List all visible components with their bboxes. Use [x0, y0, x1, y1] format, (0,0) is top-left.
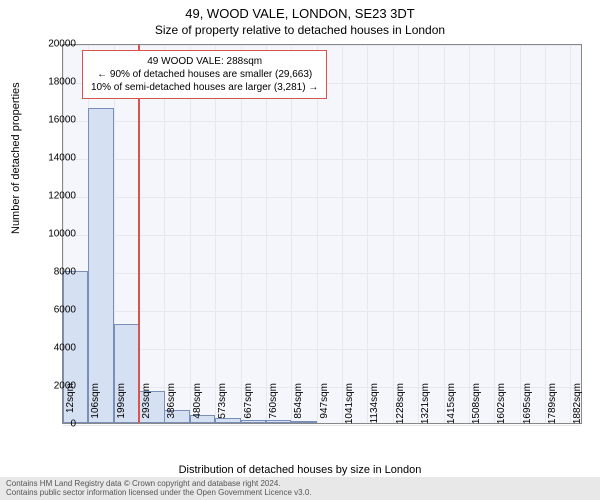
- gridline-v: [164, 45, 165, 423]
- xtick-label: 199sqm: [116, 383, 127, 433]
- gridline-v: [266, 45, 267, 423]
- footer-attribution: Contains HM Land Registry data © Crown c…: [0, 477, 600, 500]
- marker-line: [138, 45, 140, 423]
- y-axis-label: Number of detached properties: [10, 82, 22, 234]
- plot-area: [62, 44, 582, 424]
- gridline-h: [63, 159, 581, 160]
- gridline-v: [215, 45, 216, 423]
- histogram-bar: [88, 108, 113, 423]
- xtick-label: 1134sqm: [369, 383, 380, 433]
- chart-title-main: 49, WOOD VALE, LONDON, SE23 3DT: [0, 0, 600, 21]
- gridline-h: [63, 197, 581, 198]
- gridline-v: [494, 45, 495, 423]
- gridline-v: [545, 45, 546, 423]
- ytick-label: 12000: [26, 191, 76, 202]
- xtick-label: 480sqm: [192, 383, 203, 433]
- gridline-h: [63, 235, 581, 236]
- xtick-label: 760sqm: [268, 383, 279, 433]
- gridline-h: [63, 311, 581, 312]
- gridline-h: [63, 273, 581, 274]
- xtick-label: 667sqm: [243, 383, 254, 433]
- gridline-v: [570, 45, 571, 423]
- footer-line-2: Contains public sector information licen…: [6, 488, 594, 498]
- gridline-v: [317, 45, 318, 423]
- xtick-label: 573sqm: [217, 383, 228, 433]
- gridline-v: [469, 45, 470, 423]
- ytick-label: 6000: [26, 305, 76, 316]
- xtick-label: 1041sqm: [344, 383, 355, 433]
- annotation-line-3: 10% of semi-detached houses are larger (…: [91, 81, 318, 94]
- ytick-label: 20000: [26, 39, 76, 50]
- xtick-label: 1789sqm: [547, 383, 558, 433]
- gridline-h: [63, 349, 581, 350]
- xtick-label: 947sqm: [319, 383, 330, 433]
- chart-title-sub: Size of property relative to detached ho…: [0, 21, 600, 37]
- x-axis-label: Distribution of detached houses by size …: [0, 464, 600, 476]
- xtick-label: 1695sqm: [522, 383, 533, 433]
- chart-container: 49 WOOD VALE: 288sqm ← 90% of detached h…: [62, 44, 582, 424]
- gridline-v: [393, 45, 394, 423]
- xtick-label: 1602sqm: [496, 383, 507, 433]
- gridline-h: [63, 45, 581, 46]
- xtick-label: 1415sqm: [446, 383, 457, 433]
- ytick-label: 18000: [26, 77, 76, 88]
- ytick-label: 8000: [26, 267, 76, 278]
- xtick-label: 293sqm: [141, 383, 152, 433]
- xtick-label: 1321sqm: [420, 383, 431, 433]
- xtick-label: 12sqm: [65, 383, 76, 433]
- xtick-label: 386sqm: [166, 383, 177, 433]
- gridline-v: [291, 45, 292, 423]
- gridline-v: [367, 45, 368, 423]
- annotation-line-1: 49 WOOD VALE: 288sqm: [91, 55, 318, 68]
- gridline-v: [190, 45, 191, 423]
- xtick-label: 854sqm: [293, 383, 304, 433]
- annotation-line-2: ← 90% of detached houses are smaller (29…: [91, 68, 318, 81]
- xtick-label: 1882sqm: [572, 383, 583, 433]
- gridline-v: [418, 45, 419, 423]
- xtick-label: 1228sqm: [395, 383, 406, 433]
- gridline-v: [444, 45, 445, 423]
- gridline-h: [63, 121, 581, 122]
- ytick-label: 16000: [26, 115, 76, 126]
- ytick-label: 14000: [26, 153, 76, 164]
- xtick-label: 1508sqm: [471, 383, 482, 433]
- gridline-v: [241, 45, 242, 423]
- footer-line-1: Contains HM Land Registry data © Crown c…: [6, 479, 594, 489]
- ytick-label: 10000: [26, 229, 76, 240]
- xtick-label: 106sqm: [90, 383, 101, 433]
- annotation-box: 49 WOOD VALE: 288sqm ← 90% of detached h…: [82, 50, 327, 99]
- ytick-label: 4000: [26, 343, 76, 354]
- gridline-v: [520, 45, 521, 423]
- gridline-v: [342, 45, 343, 423]
